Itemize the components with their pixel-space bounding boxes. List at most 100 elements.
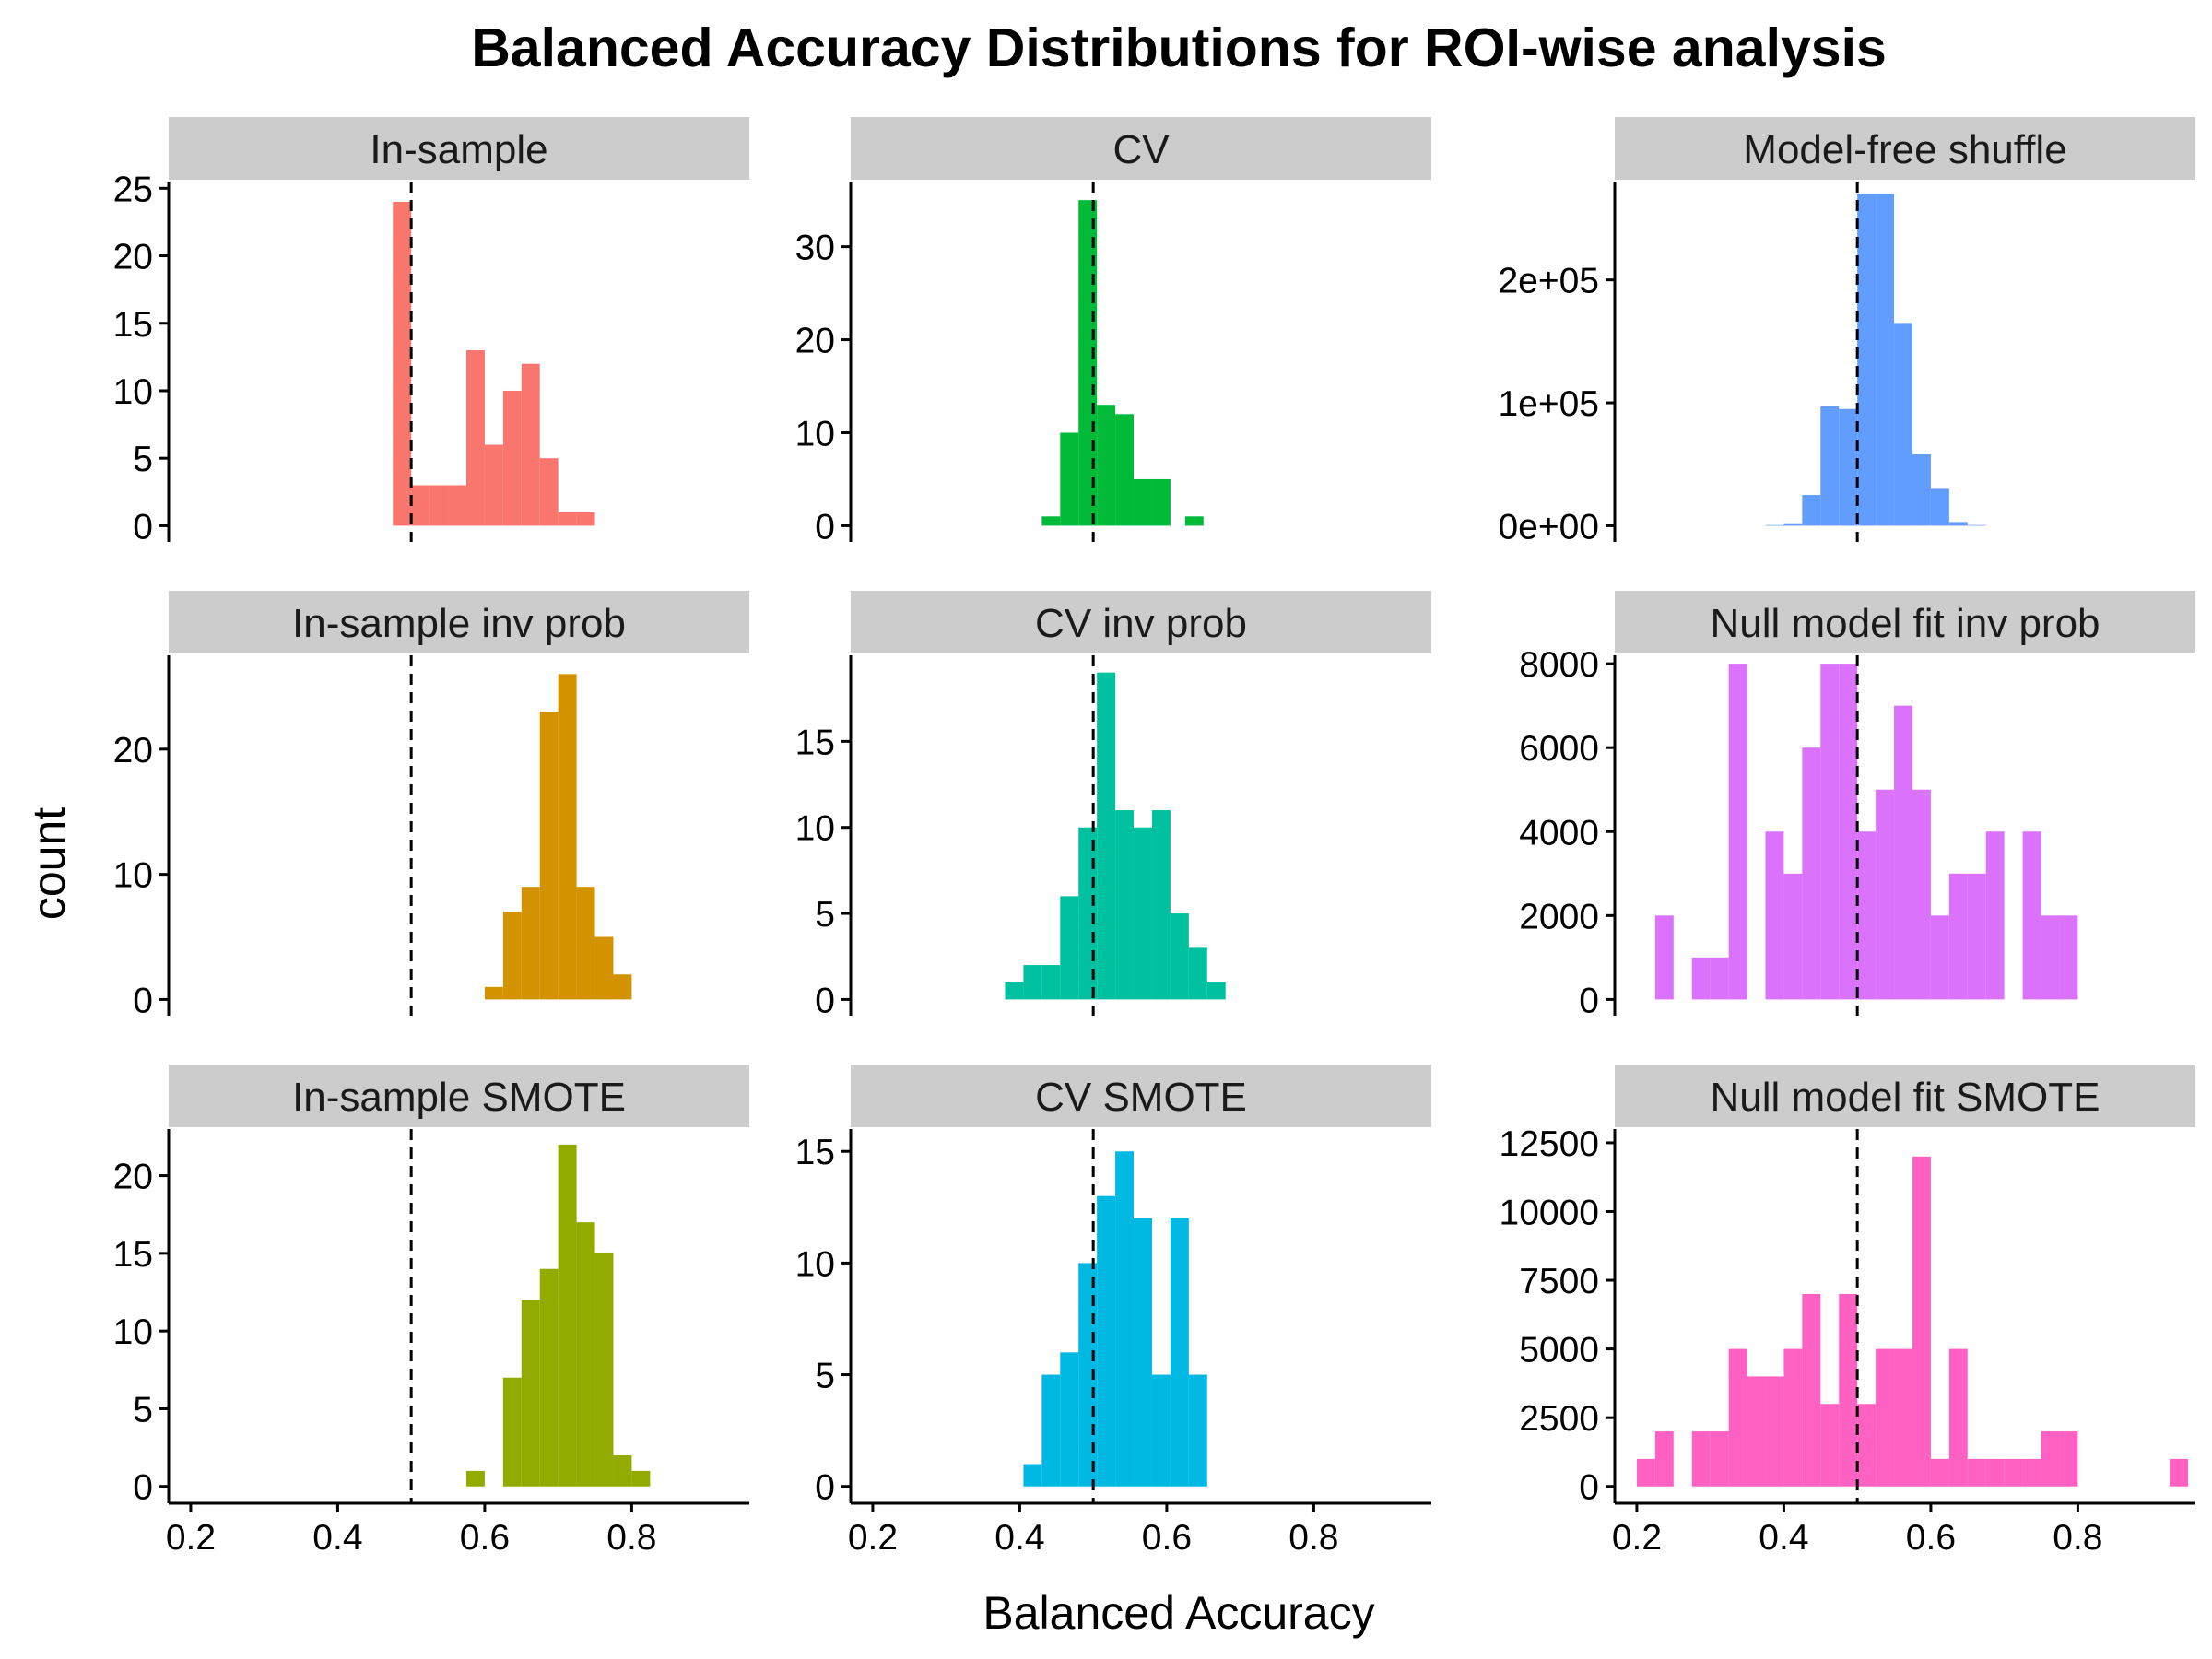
y-tick-label: 15 bbox=[113, 305, 153, 345]
histogram-bar bbox=[1967, 1458, 1986, 1487]
histogram-bar bbox=[1170, 913, 1189, 1000]
histogram-bar bbox=[1876, 194, 1895, 526]
histogram-bar bbox=[1206, 982, 1226, 1000]
facet-strip-label: In-sample inv prob bbox=[292, 601, 626, 646]
histogram-bar bbox=[411, 485, 430, 526]
y-tick-label: 0 bbox=[133, 1468, 153, 1508]
histogram-bar bbox=[558, 1144, 577, 1487]
facet-panel: CV inv prob 0 5 10 15 bbox=[795, 591, 1431, 1020]
x-axis-title: Balanced Accuracy bbox=[982, 1587, 1374, 1639]
histogram-bar bbox=[1654, 1431, 1674, 1487]
y-tick-label: 2000 bbox=[1519, 897, 1599, 936]
histogram-bar bbox=[1747, 1376, 1766, 1487]
histogram-bar bbox=[1654, 915, 1674, 1000]
facet-panel: CV SMOTE 0 5 10 15 0.2 0.4 0.6 0.8 bbox=[795, 1065, 1431, 1558]
histogram-bar bbox=[1985, 1458, 2005, 1487]
histogram-bar bbox=[1876, 1348, 1895, 1487]
facet-panels: In-sample 0 5 10 15 20 25 CV 0 10 20 30 Model-free s… bbox=[113, 117, 2195, 1558]
histogram-bar bbox=[2170, 1458, 2189, 1487]
histogram-bar bbox=[1097, 672, 1116, 1000]
histogram-bar bbox=[1184, 516, 1204, 526]
histogram-bar bbox=[1023, 1464, 1042, 1487]
histogram-bar bbox=[1765, 831, 1784, 1000]
histogram-bar bbox=[2041, 915, 2060, 1000]
histogram-bar bbox=[1967, 873, 1986, 1000]
facet-strip bbox=[169, 591, 749, 653]
histogram-bar bbox=[521, 363, 540, 526]
y-tick-label: 7500 bbox=[1519, 1262, 1599, 1301]
histogram-bar bbox=[539, 1268, 559, 1487]
histogram-bar bbox=[1857, 194, 1877, 526]
histogram-bar bbox=[502, 912, 522, 1000]
x-tick-label: 0.6 bbox=[1906, 1518, 1956, 1558]
histogram-bar bbox=[1188, 1374, 1207, 1487]
histogram-bar bbox=[2004, 1458, 2023, 1487]
y-tick-label: 0 bbox=[815, 507, 835, 547]
chart-title: Balanced Accuracy Distributions for ROI-… bbox=[471, 18, 1887, 78]
y-tick-label: 20 bbox=[795, 322, 835, 361]
histogram-bar bbox=[2041, 1431, 2060, 1487]
histogram-bar bbox=[465, 350, 485, 526]
x-tick-label: 0.4 bbox=[312, 1518, 362, 1558]
y-tick-label: 10 bbox=[795, 1244, 835, 1284]
histogram-bar bbox=[1802, 747, 1821, 1000]
x-tick-label: 0.6 bbox=[1142, 1518, 1192, 1558]
histogram-bar bbox=[484, 986, 503, 1000]
histogram-bar bbox=[1134, 478, 1152, 526]
histogram-bar bbox=[1728, 1348, 1747, 1487]
y-tick-label: 2500 bbox=[1519, 1399, 1599, 1439]
x-tick-label: 0.8 bbox=[2053, 1518, 2102, 1558]
histogram-bar bbox=[1948, 1348, 1968, 1487]
x-tick-label: 0.6 bbox=[460, 1518, 510, 1558]
facet-strip-label: Model-free shuffle bbox=[1743, 127, 2066, 172]
facet-strip-label: Null model fit SMOTE bbox=[1711, 1075, 2100, 1120]
facet-panel: Null model fit inv prob 0 2000 4000 6000 8000 bbox=[1519, 591, 2195, 1020]
histogram-bar bbox=[484, 444, 503, 526]
facet-strip-label: CV bbox=[1112, 127, 1170, 172]
histogram-bar bbox=[502, 390, 522, 526]
histogram-bar bbox=[1930, 1458, 1949, 1487]
histogram-bar bbox=[502, 1377, 522, 1487]
histogram-bar bbox=[1710, 1431, 1729, 1487]
histogram-bar bbox=[1188, 947, 1207, 1000]
histogram-bar bbox=[448, 485, 466, 526]
histogram-bar bbox=[1023, 965, 1042, 1000]
facet-panel: Model-free shuffle 0e+00 1e+05 2e+05 bbox=[1498, 117, 2195, 547]
y-tick-label: 30 bbox=[795, 229, 835, 268]
y-tick-label: 15 bbox=[795, 723, 835, 762]
histogram-bar bbox=[429, 485, 449, 526]
y-tick-label: 8000 bbox=[1519, 645, 1599, 685]
facet-strip bbox=[851, 591, 1431, 653]
facet-strip-label: In-sample SMOTE bbox=[292, 1075, 626, 1120]
x-tick-label: 0.4 bbox=[1759, 1518, 1808, 1558]
histogram-bar bbox=[594, 1253, 614, 1487]
histogram-bar bbox=[1857, 831, 1877, 1000]
y-tick-label: 0e+00 bbox=[1498, 507, 1599, 547]
histogram-bar bbox=[1636, 1458, 1655, 1487]
histogram-bar bbox=[1151, 1374, 1171, 1487]
histogram-bar bbox=[1857, 1404, 1877, 1487]
histogram-bar bbox=[1839, 1293, 1858, 1487]
histogram-bar bbox=[1041, 965, 1061, 1000]
facet-strip bbox=[1615, 117, 2195, 180]
histogram-bar bbox=[1691, 957, 1711, 1000]
histogram-bar bbox=[521, 887, 540, 1000]
histogram-bar bbox=[1802, 495, 1821, 526]
histogram-bar bbox=[1948, 522, 1968, 526]
histogram-bar bbox=[521, 1300, 540, 1487]
histogram-bar bbox=[2022, 831, 2041, 1000]
x-tick-label: 0.2 bbox=[166, 1518, 216, 1558]
facet-strip bbox=[1615, 591, 2195, 653]
y-tick-label: 0 bbox=[815, 981, 835, 1020]
facet-strip-label: CV SMOTE bbox=[1035, 1075, 1247, 1120]
histogram-bar bbox=[1912, 1156, 1931, 1487]
histogram-bar bbox=[1894, 705, 1912, 1000]
histogram-bar bbox=[1115, 810, 1135, 1000]
histogram-bar bbox=[1710, 957, 1729, 1000]
histogram-bar bbox=[1820, 406, 1840, 526]
facet-strip bbox=[169, 117, 749, 180]
histogram-bar bbox=[1691, 1431, 1711, 1487]
histogram-bar bbox=[393, 201, 412, 526]
y-tick-label: 10 bbox=[113, 1312, 153, 1352]
histogram-bar bbox=[613, 1455, 632, 1487]
